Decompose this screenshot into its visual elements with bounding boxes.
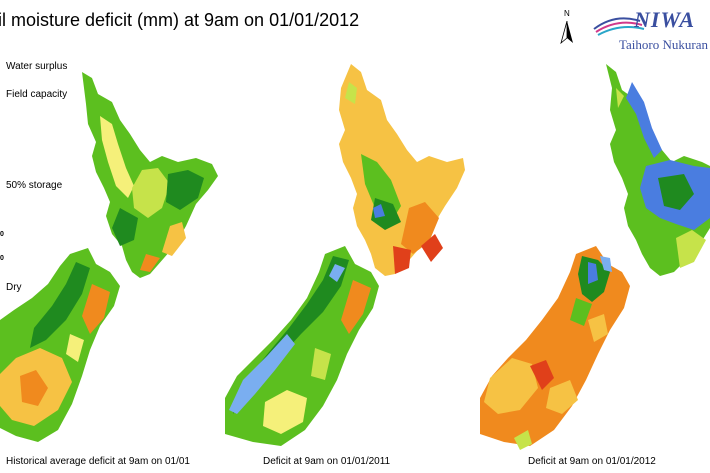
legend-field-capacity: Field capacity [6,89,68,100]
map-caption-2012: Deficit at 9am on 01/01/2012 [528,456,656,467]
map-caption-historical: Historical average deficit at 9am on 01/… [6,456,190,467]
page-title: il moisture deficit (mm) at 9am on 01/01… [0,10,360,30]
map-caption-2011: Deficit at 9am on 01/01/2011 [263,456,391,467]
north-arrow-icon [560,21,573,45]
legend-tick: 0 [0,231,4,238]
map-deficit-2012 [480,64,710,450]
logo-word: NIWA [634,7,696,32]
north-arrow: N [559,9,577,45]
niwa-logo: NIWA Taihoro Nukuran [590,5,710,55]
north-label: N [564,9,570,18]
legend-water-surplus: Water surplus [6,61,68,72]
logo-swoosh-icon [593,17,645,36]
legend-tick: 0 [0,255,4,262]
legend-dry: Dry [6,282,22,293]
map-deficit-2011 [225,64,465,446]
logo-subtitle: Taihoro Nukuran [619,37,708,52]
map-historical-average [0,72,218,442]
legend-50-storage: 50% storage [6,180,63,191]
